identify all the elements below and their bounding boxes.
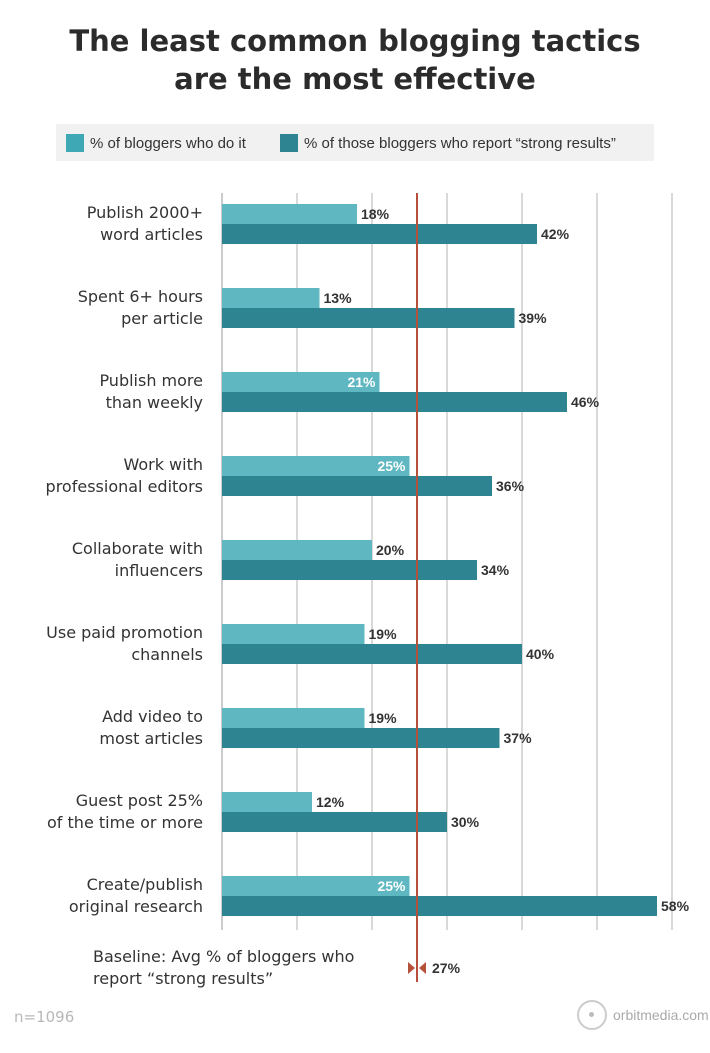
category-label-line: Use paid promotion — [46, 623, 203, 642]
data-label: 42% — [541, 226, 570, 242]
bar — [222, 308, 515, 328]
category-label-line: channels — [131, 645, 203, 664]
category-label-line: professional editors — [45, 477, 203, 496]
legend-item-do-it: % of bloggers who do it — [66, 134, 246, 152]
bar — [222, 372, 380, 392]
title-line-2: are the most effective — [174, 62, 536, 96]
baseline-label: Baseline: Avg % of bloggers who report “… — [93, 946, 403, 990]
category-label: Work with professional editors — [3, 454, 203, 498]
category-label-line: Publish more — [99, 371, 203, 390]
bar — [222, 540, 372, 560]
orbit-logo-icon — [577, 1000, 607, 1030]
category-label: Guest post 25% of the time or more — [3, 790, 203, 834]
chart-title: The least common blogging tactics are th… — [0, 22, 710, 98]
bar — [222, 456, 410, 476]
bar — [222, 728, 500, 748]
data-label: 18% — [361, 206, 390, 222]
category-label-line: Spent 6+ hours — [77, 287, 203, 306]
category-label-line: Work with — [123, 455, 203, 474]
bar — [222, 896, 657, 916]
baseline-arrow-left-icon — [419, 962, 426, 974]
bar — [222, 792, 312, 812]
data-label: 19% — [369, 626, 398, 642]
category-label: Add video to most articles — [3, 706, 203, 750]
bar — [222, 644, 522, 664]
bar — [222, 708, 365, 728]
legend: % of bloggers who do it % of those blogg… — [56, 124, 654, 161]
baseline-line-2: report “strong results” — [93, 969, 274, 988]
legend-swatch-light — [66, 134, 84, 152]
category-label: Collaborate with influencers — [3, 538, 203, 582]
data-label: 30% — [451, 814, 480, 830]
data-label: 13% — [324, 290, 353, 306]
data-label: 34% — [481, 562, 510, 578]
category-label: Create/publish original research — [3, 874, 203, 918]
bar — [222, 476, 492, 496]
data-label: 21% — [347, 374, 376, 390]
bar — [222, 392, 567, 412]
category-label-line: Guest post 25% — [75, 791, 203, 810]
category-label-line: of the time or more — [47, 813, 203, 832]
category-label-line: Create/publish — [86, 875, 203, 894]
data-label: 25% — [377, 878, 406, 894]
category-label-line: per article — [121, 309, 203, 328]
category-label: Publish more than weekly — [3, 370, 203, 414]
brand-logo: orbitmedia.com — [577, 1000, 709, 1030]
category-label-line: influencers — [114, 561, 203, 580]
category-label-line: Publish 2000+ — [86, 203, 203, 222]
category-label-line: Collaborate with — [71, 539, 203, 558]
baseline-line-1: Baseline: Avg % of bloggers who — [93, 947, 355, 966]
category-label-line: than weekly — [105, 393, 203, 412]
data-label: 20% — [376, 542, 405, 558]
category-label-line: original research — [68, 897, 203, 916]
bar — [222, 560, 477, 580]
data-label: 37% — [504, 730, 533, 746]
bar — [222, 624, 365, 644]
baseline-arrow-right-icon — [408, 962, 415, 974]
category-label: Use paid promotion channels — [3, 622, 203, 666]
category-label-line: Add video to — [102, 707, 203, 726]
sample-size: n=1096 — [14, 1008, 75, 1026]
bar — [222, 224, 537, 244]
bar — [222, 204, 357, 224]
data-label: 25% — [377, 458, 406, 474]
legend-item-strong-results: % of those bloggers who report “strong r… — [280, 134, 616, 152]
data-label: 40% — [526, 646, 555, 662]
legend-swatch-dark — [280, 134, 298, 152]
data-label: 58% — [661, 898, 690, 914]
category-label-line: most articles — [99, 729, 203, 748]
data-label: 39% — [519, 310, 548, 326]
data-label: 19% — [369, 710, 398, 726]
baseline-value: 27% — [432, 960, 461, 976]
bar — [222, 812, 447, 832]
bar — [222, 876, 410, 896]
data-label: 12% — [316, 794, 345, 810]
legend-label: % of bloggers who do it — [90, 134, 246, 152]
data-label: 46% — [571, 394, 600, 410]
bar — [222, 288, 320, 308]
brand-name: orbitmedia.com — [613, 1007, 709, 1023]
category-label-line: word articles — [100, 225, 203, 244]
title-line-1: The least common blogging tactics — [69, 24, 641, 58]
legend-label: % of those bloggers who report “strong r… — [304, 134, 616, 152]
data-label: 36% — [496, 478, 525, 494]
category-label: Spent 6+ hours per article — [3, 286, 203, 330]
category-label: Publish 2000+ word articles — [3, 202, 203, 246]
